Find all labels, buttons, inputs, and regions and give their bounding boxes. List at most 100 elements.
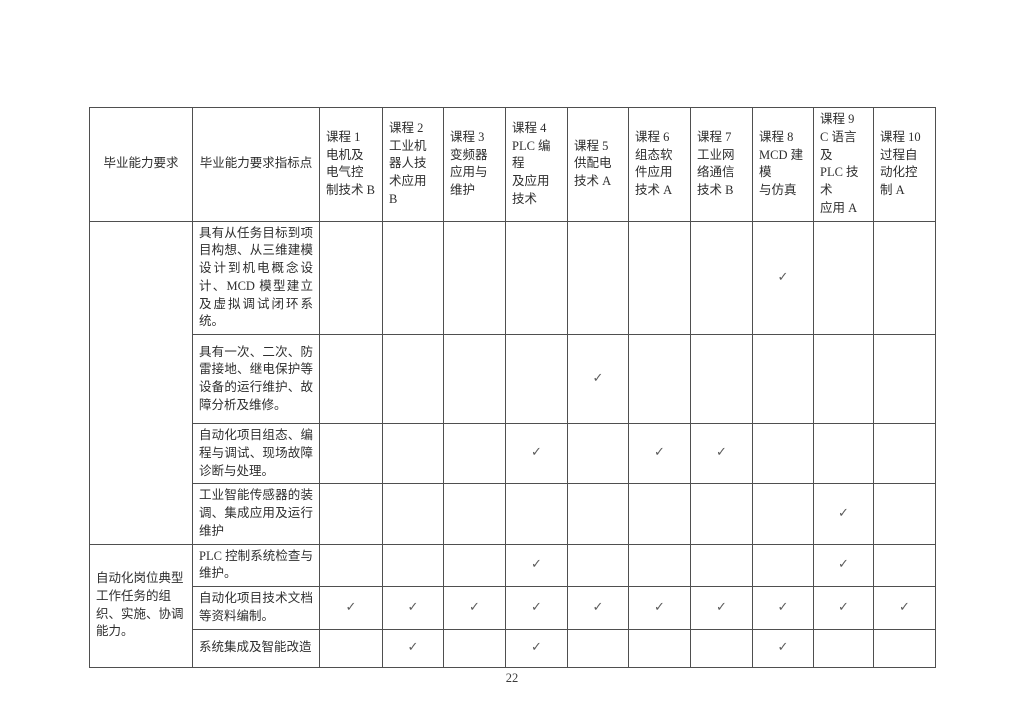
check-cell: ✓	[628, 586, 691, 630]
check-cell	[319, 628, 383, 668]
check-cell	[505, 334, 568, 424]
course-header-3: 课程 3 变频器 应用与 维护	[443, 107, 506, 222]
checkmark-icon: ✓	[531, 599, 542, 615]
check-cell	[752, 543, 814, 587]
check-cell	[505, 220, 568, 335]
check-cell	[690, 483, 753, 545]
checkmark-icon: ✓	[531, 445, 542, 461]
checkmark-icon: ✓	[654, 599, 665, 615]
table-row: 具有从任务目标到项目构想、从三维建模设计到机电概念设计、MCD 模型建立及虚拟调…	[89, 220, 936, 545]
requirement-cell: 自动化岗位典型工作任务的组织、实施、协调能力。	[89, 543, 193, 668]
check-cell	[628, 543, 691, 587]
checkmark-icon: ✓	[407, 599, 419, 615]
course-header-7: 课程 7 工业网 络通信 技术 B	[690, 107, 753, 222]
checkmark-icon: ✓	[407, 639, 419, 655]
checkmark-icon: ✓	[838, 599, 849, 615]
check-cell	[628, 483, 691, 545]
checkmark-icon: ✓	[899, 599, 910, 615]
check-cell	[382, 334, 444, 424]
check-cell	[873, 422, 936, 485]
requirement-cell	[89, 220, 193, 545]
course-header-9: 课程 9 C 语言及 PLC 技术 应用 A	[813, 107, 874, 222]
check-cell: ✓	[382, 586, 444, 630]
indicator-cell: 自动化项目技术文档等资料编制。	[192, 586, 320, 630]
check-cell: ✓	[505, 628, 568, 668]
check-cell	[690, 543, 753, 587]
requirement-column-header: 毕业能力要求	[89, 107, 193, 222]
check-cell	[382, 543, 444, 587]
check-cell	[505, 483, 568, 545]
check-cell	[628, 628, 691, 668]
check-cell	[382, 220, 444, 335]
checkmark-icon: ✓	[777, 599, 789, 615]
check-cell: ✓	[382, 628, 444, 668]
indicator-cell: PLC 控制系统检查与维护。	[192, 543, 320, 587]
indicator-cell: 具有从任务目标到项目构想、从三维建模设计到机电概念设计、MCD 模型建立及虚拟调…	[192, 220, 320, 335]
check-cell: ✓	[319, 586, 383, 630]
check-cell	[690, 220, 753, 335]
check-cell	[443, 483, 506, 545]
check-cell	[319, 543, 383, 587]
indicator-cell: 自动化项目组态、编程与调试、现场故障诊断与处理。	[192, 422, 320, 485]
check-cell	[567, 422, 629, 485]
check-cell	[873, 628, 936, 668]
course-header-1: 课程 1 电机及 电气控 制技术 B	[319, 107, 383, 222]
checkmark-icon: ✓	[716, 445, 727, 461]
checkmark-icon: ✓	[531, 557, 542, 573]
indicator-cell: 具有一次、二次、防雷接地、继电保护等设备的运行维护、故障分析及维修。	[192, 334, 320, 424]
check-cell	[690, 628, 753, 668]
check-cell	[319, 220, 383, 335]
checkmark-icon: ✓	[838, 557, 849, 573]
check-cell: ✓	[567, 334, 629, 424]
checkmark-icon: ✓	[838, 505, 849, 521]
checkmark-icon: ✓	[592, 370, 604, 386]
check-cell	[443, 422, 506, 485]
check-cell	[567, 220, 629, 335]
check-cell	[319, 334, 383, 424]
checkmark-icon: ✓	[592, 599, 604, 615]
check-cell: ✓	[752, 220, 814, 335]
check-cell	[690, 334, 753, 424]
check-cell	[873, 220, 936, 335]
table-body: 具有从任务目标到项目构想、从三维建模设计到机电概念设计、MCD 模型建立及虚拟调…	[89, 220, 936, 668]
check-cell	[443, 334, 506, 424]
table-header: 毕业能力要求 毕业能力要求指标点 课程 1 电机及 电气控 制技术 B 课程 2 工业…	[89, 107, 936, 222]
check-cell: ✓	[567, 586, 629, 630]
table-row: 自动化项目组态、编程与调试、现场故障诊断与处理。 ✓ ✓ ✓	[90, 422, 936, 485]
check-cell: ✓	[813, 543, 874, 587]
check-cell	[443, 628, 506, 668]
check-cell	[319, 422, 383, 485]
check-cell: ✓	[813, 586, 874, 630]
check-cell	[813, 422, 874, 485]
check-cell	[382, 422, 444, 485]
checkmark-icon: ✓	[716, 599, 727, 615]
course-header-10: 课程 10 过程自 动化控 制 A	[873, 107, 936, 222]
check-cell: ✓	[813, 483, 874, 545]
check-cell: ✓	[690, 586, 753, 630]
check-cell: ✓	[505, 422, 568, 485]
course-header-6: 课程 6 组态软 件应用 技术 A	[628, 107, 691, 222]
table-row: 自动化岗位典型工作任务的组织、实施、协调能力。 PLC 控制系统检查与维护。 ✓ ✓	[89, 543, 936, 668]
course-header-8: 课程 8 MCD 建模 与仿真	[752, 107, 814, 222]
table-row: 具有一次、二次、防雷接地、继电保护等设备的运行维护、故障分析及维修。 ✓	[90, 334, 936, 424]
check-cell	[567, 483, 629, 545]
check-cell	[813, 628, 874, 668]
check-cell	[443, 220, 506, 335]
checkmark-icon: ✓	[531, 639, 542, 655]
indicator-column-header: 毕业能力要求指标点	[192, 107, 320, 222]
checkmark-icon: ✓	[777, 269, 789, 285]
course-header-4: 课程 4 PLC 编程 及应用 技术	[505, 107, 568, 222]
check-cell: ✓	[752, 628, 814, 668]
course-header-2: 课程 2 工业机 器人技 术应用 B	[382, 107, 444, 222]
check-cell	[813, 220, 874, 335]
table-row: 系统集成及智能改造 ✓ ✓ ✓	[90, 628, 936, 668]
check-cell	[567, 543, 629, 587]
page-number: 22	[505, 671, 519, 685]
header-row: 毕业能力要求 毕业能力要求指标点 课程 1 电机及 电气控 制技术 B 课程 2 工业…	[89, 107, 936, 222]
check-cell	[443, 543, 506, 587]
check-cell: ✓	[505, 543, 568, 587]
check-cell	[752, 483, 814, 545]
check-cell	[628, 220, 691, 335]
course-header-5: 课程 5 供配电 技术 A	[567, 107, 629, 222]
check-cell: ✓	[628, 422, 691, 485]
